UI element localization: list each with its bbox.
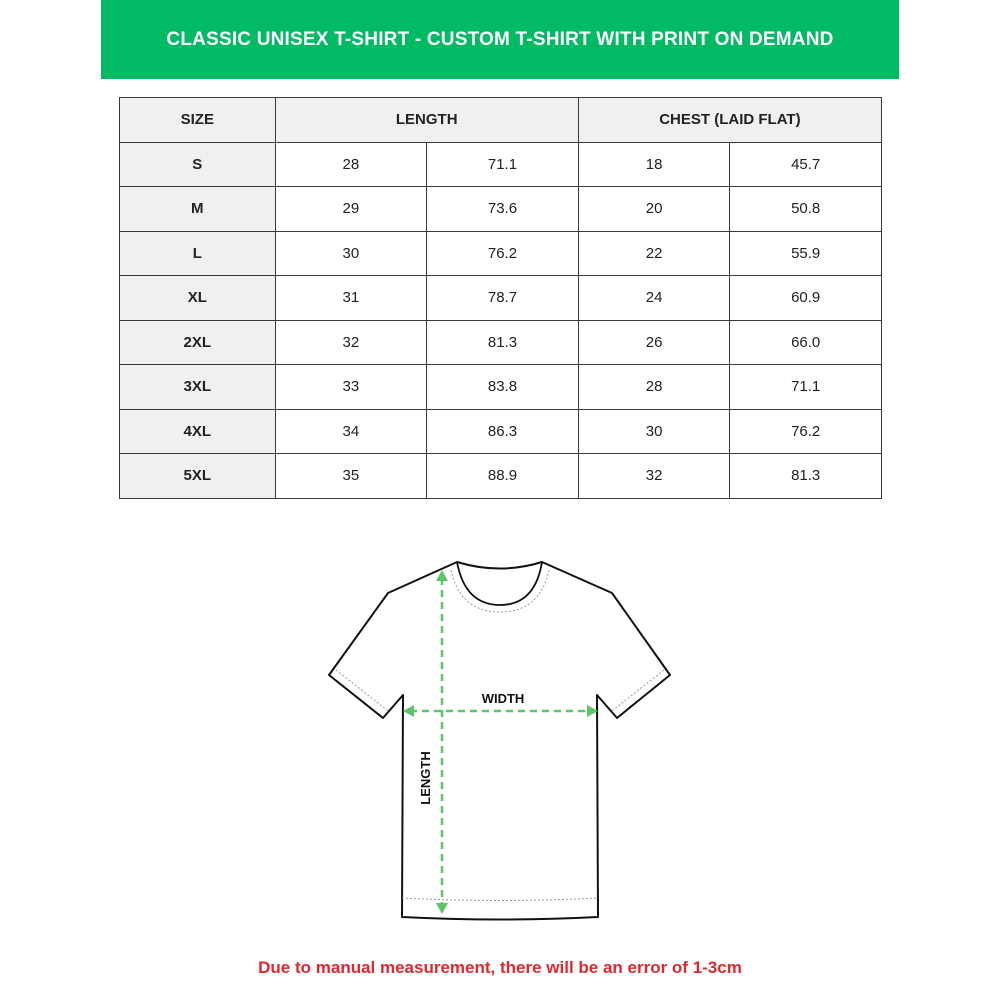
cell-length-cm: 71.1 (426, 141, 579, 187)
cell-chest-cm: 66.0 (729, 319, 882, 365)
cell-length-cm: 83.8 (426, 364, 579, 410)
cell-size: 3XL (119, 364, 276, 410)
cell-chest-cm: 71.1 (729, 364, 882, 410)
table-row: 5XL 35 88.9 32 81.3 (119, 453, 882, 499)
tshirt-seams (335, 569, 665, 901)
width-label: WIDTH (482, 691, 525, 706)
cell-chest-in: 26 (577, 319, 731, 365)
cell-chest-in: 32 (577, 453, 731, 499)
cell-size: L (119, 230, 276, 276)
table-row: 4XL 34 86.3 30 76.2 (119, 408, 882, 454)
table-row: 2XL 32 81.3 26 66.0 (119, 319, 882, 365)
arrow-heads (403, 570, 598, 914)
cell-chest-in: 30 (577, 408, 731, 454)
cell-length-in: 35 (274, 453, 428, 499)
cell-size: 5XL (119, 453, 276, 499)
table-row: M 29 73.6 20 50.8 (119, 186, 882, 232)
table-row: 3XL 33 83.8 28 71.1 (119, 364, 882, 410)
cell-size: S (119, 141, 276, 187)
cell-chest-cm: 55.9 (729, 230, 882, 276)
length-label: LENGTH (418, 751, 433, 804)
cell-chest-in: 18 (577, 141, 731, 187)
cell-chest-in: 24 (577, 275, 731, 321)
measurement-note: Due to manual measurement, there will be… (258, 958, 742, 977)
cell-chest-cm: 81.3 (729, 453, 882, 499)
cell-length-in: 29 (274, 186, 428, 232)
cell-chest-cm: 50.8 (729, 186, 882, 232)
cell-length-in: 32 (274, 319, 428, 365)
cell-chest-cm: 76.2 (729, 408, 882, 454)
cell-length-in: 30 (274, 230, 428, 276)
cell-size: XL (119, 275, 276, 321)
cell-length-cm: 86.3 (426, 408, 579, 454)
page-title: CLASSIC UNISEX T-SHIRT - CUSTOM T-SHIRT … (166, 28, 834, 50)
cell-chest-in: 20 (577, 186, 731, 232)
cell-length-cm: 81.3 (426, 319, 579, 365)
cell-chest-cm: 60.9 (729, 275, 882, 321)
table-row: XL 31 78.7 24 60.9 (119, 275, 882, 321)
cell-length-in: 34 (274, 408, 428, 454)
cell-size: 2XL (119, 319, 276, 365)
cell-size: M (119, 186, 276, 232)
tshirt-outline (328, 561, 671, 921)
cell-chest-in: 22 (577, 230, 731, 276)
cell-chest-in: 28 (577, 364, 731, 410)
title-banner: CLASSIC UNISEX T-SHIRT - CUSTOM T-SHIRT … (101, 0, 899, 79)
cell-length-cm: 88.9 (426, 453, 579, 499)
cell-size: 4XL (119, 408, 276, 454)
cell-length-cm: 73.6 (426, 186, 579, 232)
size-chart-table: SIZE LENGTH CHEST (LAID FLAT) S 28 71.1 18 4… (119, 97, 883, 499)
measure-arrows (410, 578, 591, 906)
table-row: L 30 76.2 22 55.9 (119, 230, 882, 276)
cell-length-in: 33 (274, 364, 428, 410)
header-size: SIZE (119, 97, 276, 143)
cell-length-in: 28 (274, 141, 428, 187)
header-chest: CHEST (LAID FLAT) (577, 97, 883, 143)
table-header-row: SIZE LENGTH CHEST (LAID FLAT) (119, 97, 883, 143)
table-row: S 28 71.1 18 45.7 (119, 141, 882, 187)
cell-length-in: 31 (274, 275, 428, 321)
